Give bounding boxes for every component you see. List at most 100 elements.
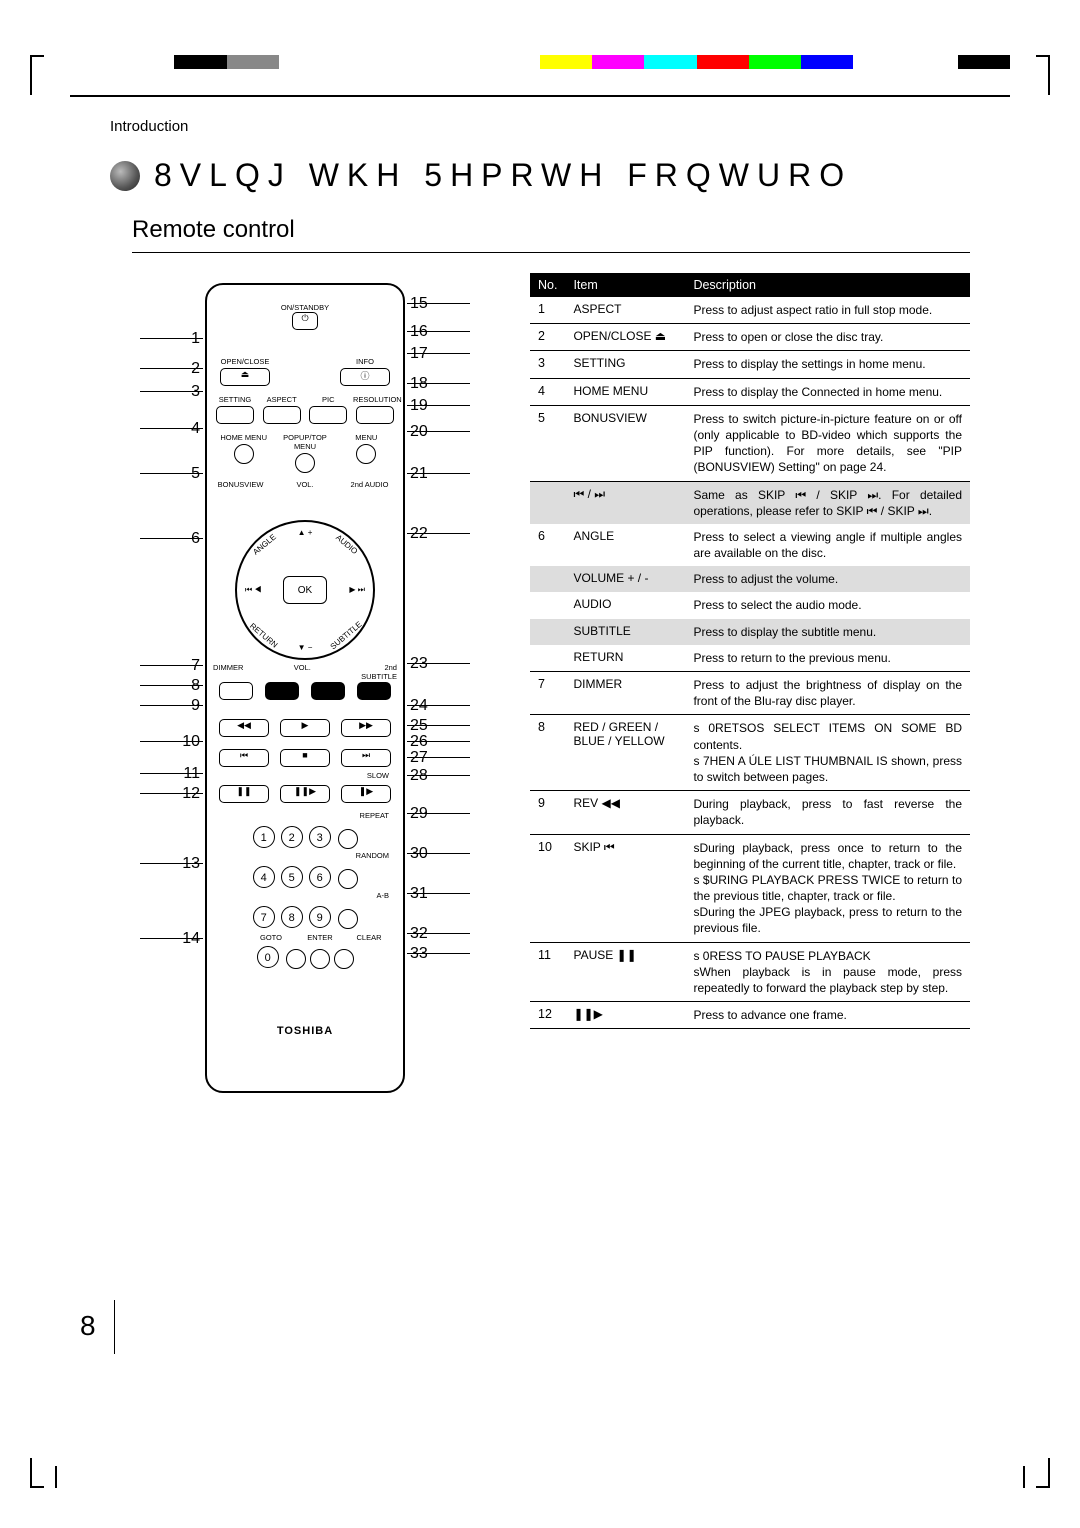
colorbar-swatch <box>801 55 853 69</box>
colorbar-swatch <box>592 55 644 69</box>
leader-line <box>140 338 203 339</box>
leader-line <box>140 773 203 774</box>
callout-left-11: 11 <box>110 765 200 783</box>
callout-left-12: 12 <box>110 785 200 803</box>
colorbar-swatch <box>279 55 331 69</box>
cell-desc: Press to display the settings in home me… <box>685 351 970 378</box>
table-row: 3SETTINGPress to display the settings in… <box>530 351 970 378</box>
remote-label: PIC <box>306 395 350 404</box>
cell-desc: Press to switch picture-in-picture featu… <box>685 405 970 481</box>
cell-desc: Press to adjust the brightness of displa… <box>685 672 970 715</box>
cell-item: SUBTITLE <box>565 619 685 645</box>
remote-outline: ON/STANDBY ⏻ OPEN/CLOSE ⏏ INFO ⓘ <box>205 283 405 1093</box>
colorbar-swatch <box>488 55 540 69</box>
subtitle-label: SUBTITLE <box>328 620 363 651</box>
callout-right-33: 33 <box>410 945 500 963</box>
bottom-crop-marks <box>0 1448 1080 1488</box>
leader-line <box>407 725 470 726</box>
leader-line <box>407 663 470 664</box>
breadcrumb: Introduction <box>110 118 970 135</box>
cell-no <box>530 481 565 524</box>
table-row: ⏮ / ⏭Same as SKIP ⏮ / SKIP ⏭. For detail… <box>530 481 970 524</box>
remote-label: ASPECT <box>260 395 304 404</box>
cell-desc: Press to display the Connected in home m… <box>685 378 970 405</box>
bottom-labels: GOTOENTERCLEAR <box>251 933 389 942</box>
cell-item: VOLUME + / - <box>565 566 685 592</box>
setting-row: SETTINGASPECTPICRESOLUTION <box>213 395 397 426</box>
info-button: ⓘ <box>340 368 390 386</box>
cell-no: 1 <box>530 297 565 324</box>
remote-button <box>356 444 376 464</box>
cell-desc: Press to open or close the disc tray. <box>685 324 970 351</box>
subtitle-section: Remote control <box>132 216 970 253</box>
openclose-button: ⏏ <box>220 368 270 386</box>
leader-line <box>140 368 203 369</box>
leader-line <box>407 303 470 304</box>
table-row: 12❚❚▶Press to advance one frame. <box>530 1002 970 1029</box>
stop-button: ■ <box>280 749 330 767</box>
cell-desc: s 0RETSOS SELECT ITEMS ON SOME BD conten… <box>685 715 970 791</box>
leader-line <box>407 853 470 854</box>
num-6: 6 <box>309 866 331 888</box>
page-number: 8 <box>80 1310 96 1342</box>
crop-mark-bottom-left-inner <box>55 1466 57 1488</box>
leader-line <box>407 533 470 534</box>
ab-button <box>338 909 358 929</box>
description-column: No. Item Description 1ASPECTPress to adj… <box>530 273 970 1133</box>
remote-button <box>356 406 394 424</box>
table-row: 5BONUSVIEWPress to switch picture-in-pic… <box>530 405 970 481</box>
random-label: RANDOM <box>207 851 389 860</box>
cell-item: PAUSE ❚❚ <box>565 942 685 1002</box>
cell-desc: Press to adjust the volume. <box>685 566 970 592</box>
cell-desc: Press to advance one frame. <box>685 1002 970 1029</box>
num-9: 9 <box>309 906 331 928</box>
cell-no: 12 <box>530 1002 565 1029</box>
cell-item: SETTING <box>565 351 685 378</box>
callout-right-17: 17 <box>410 345 500 363</box>
colorbar-swatch <box>644 55 696 69</box>
colorbar-swatch <box>122 55 174 69</box>
cell-item: REV ◀◀ <box>565 791 685 834</box>
callout-left-5: 5 <box>110 465 200 483</box>
colorbar-swatch <box>331 55 383 69</box>
table-row: AUDIOPress to select the audio mode. <box>530 592 970 618</box>
nav-ring: OK ▲ + ▼ − ⏮ ◀ ▶ ⏭ ANGLE AUDIO RETURN SU… <box>235 520 375 660</box>
slowplay-button: ❚▶ <box>341 785 391 803</box>
cell-no: 6 <box>530 524 565 566</box>
leader-line <box>407 705 470 706</box>
leader-line <box>140 538 203 539</box>
leader-line <box>140 473 203 474</box>
return-label: RETURN <box>248 621 279 649</box>
leader-line <box>407 813 470 814</box>
colorbar-swatch <box>227 55 279 69</box>
crop-mark-bottom-right <box>1036 1458 1050 1488</box>
dimmer-button <box>219 682 253 700</box>
remote-label: GOTO <box>251 933 291 942</box>
remote-label: CLEAR <box>349 933 389 942</box>
callout-right-31: 31 <box>410 885 500 903</box>
cell-no: 5 <box>530 405 565 481</box>
info-label: INFO <box>335 357 395 366</box>
crop-mark-bottom-left <box>30 1458 44 1488</box>
colorbar-swatch <box>958 55 1010 69</box>
callout-right-27: 27 <box>410 749 500 767</box>
remote-button <box>295 453 315 473</box>
callout-left-7: 7 <box>110 657 200 675</box>
cell-item: ANGLE <box>565 524 685 566</box>
callout-left-4: 4 <box>110 420 200 438</box>
num-8: 8 <box>281 906 303 928</box>
cell-no <box>530 592 565 618</box>
table-row: 9REV ◀◀During playback, press to fast re… <box>530 791 970 834</box>
cell-desc: Same as SKIP ⏮ / SKIP ⏭. For detailed op… <box>685 481 970 524</box>
callout-left-1: 1 <box>110 330 200 348</box>
onstandby-label: ON/STANDBY <box>207 303 403 312</box>
leader-line <box>140 705 203 706</box>
section-subtitle: Remote control <box>132 216 295 250</box>
sub2nd-label: 2nd SUBTITLE <box>361 663 397 681</box>
cell-desc: Press to return to the previous menu. <box>685 645 970 672</box>
callout-right-32: 32 <box>410 925 500 943</box>
top-crop-marks <box>0 55 1080 95</box>
ff-button: ▶▶ <box>341 719 391 737</box>
leader-line <box>407 775 470 776</box>
skipback-button: ⏮ <box>219 749 269 767</box>
